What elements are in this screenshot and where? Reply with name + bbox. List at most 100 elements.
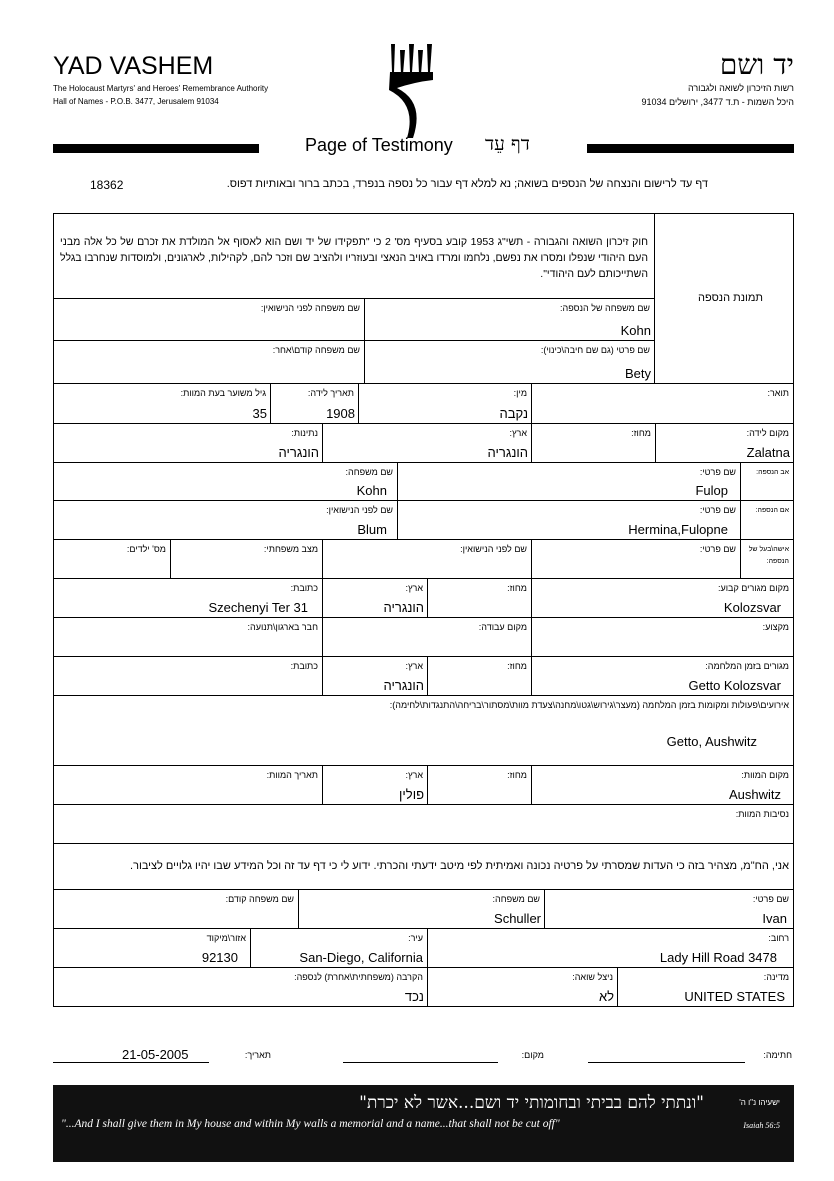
nationality-label: נתינות:: [291, 428, 318, 438]
holocaust-survivor-value: לא: [598, 989, 614, 1004]
wartime-country-value: הונגריה: [383, 678, 424, 693]
birth-place-value: Zalatna: [746, 445, 790, 460]
submitter-country-label: מדינה:: [763, 972, 789, 982]
workplace-field[interactable]: מקום עבודה:: [322, 617, 532, 657]
quote-ref-en: Isaiah 56:5: [743, 1121, 780, 1130]
birth-date-field[interactable]: תאריך לידה: 1908: [270, 383, 359, 424]
place-label: מקום:: [521, 1050, 544, 1060]
declaration-label: אני, הח"מ, מצהיר בזה כי העדות שמסרתי על …: [130, 860, 789, 872]
permanent-residence-label: מקום מגורים קבוע:: [717, 583, 789, 593]
org-address-he: היכל השמות - ת.ד 3477, ירושלים 91034: [641, 97, 794, 107]
spouse-label-field[interactable]: אישה\בעל של הנספה:: [740, 539, 794, 579]
residence-country-field[interactable]: ארץ: הונגריה: [322, 578, 428, 618]
death-country-field[interactable]: ארץ: פולין: [322, 765, 428, 805]
father-last-name-field[interactable]: שם משפחה: Kohn: [53, 462, 398, 501]
wartime-country-field[interactable]: ארץ: הונגריה: [322, 656, 428, 696]
children-count-label: מס' ילדים:: [126, 544, 166, 554]
relationship-to-victim-label: הקרבה (משפחתית\אחרת) לנספה:: [294, 972, 423, 982]
mother-maiden-name-label: שם לפני הנישואין:: [326, 505, 393, 515]
age-at-death-field[interactable]: גיל משוער בעת המוות: 35: [53, 383, 271, 424]
wartime-residence-field[interactable]: מגורים בזמן המלחמה: Getto Kolozsvar: [531, 656, 794, 696]
birth-country-label: ארץ:: [509, 428, 528, 438]
permanent-residence-field[interactable]: מקום מגורים קבוע: Kolozsvar: [531, 578, 794, 618]
nationality-field[interactable]: נתינות: הונגריה: [53, 423, 323, 463]
header-rule-left: [53, 144, 259, 153]
children-count-field[interactable]: מס' ילדים:: [53, 539, 171, 579]
marital-status-label: מצב משפחתי:: [263, 544, 318, 554]
submitter-last-name-field[interactable]: שם משפחה: Schuller: [298, 889, 545, 929]
instructions: דף עד לרישום והנצחה של הנספים בשואה; נא …: [226, 178, 708, 190]
submitter-street-value: Lady Hill Road 3478: [659, 950, 777, 965]
place-line[interactable]: [343, 1062, 498, 1063]
residence-country-value: הונגריה: [383, 600, 424, 615]
birth-place-field[interactable]: מקום לידה: Zalatna: [655, 423, 794, 463]
gender-field[interactable]: מין: נקבה: [358, 383, 532, 424]
gender-value: נקבה: [499, 406, 528, 421]
spouse-maiden-name-field[interactable]: שם לפני הנישואין:: [322, 539, 532, 579]
submitter-city-label: עיר:: [408, 933, 423, 943]
date-line[interactable]: [53, 1062, 209, 1063]
death-country-value: פולין: [399, 787, 424, 802]
spouse-first-name-label: שם פרטי:: [699, 544, 736, 554]
birth-district-label: מחוז:: [631, 428, 651, 438]
death-circumstances-field[interactable]: נסיבות המוות:: [53, 804, 794, 844]
title-field[interactable]: תואר:: [531, 383, 794, 424]
gender-label: מין:: [513, 388, 527, 398]
relationship-to-victim-value: נכד: [404, 989, 424, 1004]
residence-address-field[interactable]: כתובת: Szechenyi Ter 31: [53, 578, 323, 618]
mother-maiden-name-field[interactable]: שם לפני הנישואין: Blum: [53, 500, 398, 540]
mother-label-field[interactable]: אם הנספה:: [740, 500, 794, 540]
organization-member-field[interactable]: חבר בארגון\תנועה:: [53, 617, 323, 657]
previous-last-name-field[interactable]: שם משפחה קודם\אחר:: [53, 340, 365, 384]
submitter-city-field[interactable]: עיר: San-Diego, California: [250, 928, 428, 968]
submitter-zip-field[interactable]: אזור\מיקוד 92130: [53, 928, 251, 968]
death-date-field[interactable]: תאריך המוות:: [53, 765, 323, 805]
mother-first-name-label: שם פרטי:: [699, 505, 736, 515]
wartime-residence-value: Getto Kolozsvar: [688, 678, 782, 693]
wartime-events-field[interactable]: אירועים\פעולות ומקומות בזמן המלחמה (מעצר…: [53, 695, 794, 766]
spouse-first-name-field[interactable]: שם פרטי:: [531, 539, 741, 579]
relationship-to-victim-field[interactable]: הקרבה (משפחתית\אחרת) לנספה: נכד: [53, 967, 428, 1007]
declaration-field[interactable]: אני, הח"מ, מצהיר בזה כי העדות שמסרתי על …: [53, 843, 794, 890]
wartime-country-label: ארץ:: [405, 661, 424, 671]
photo-box[interactable]: תמונת הנספה: [654, 213, 794, 384]
victim-first-name-field[interactable]: שם פרטי (גם שם חיבה\כינוי): Bety: [364, 340, 655, 384]
submitter-country-field[interactable]: מדינה: UNITED STATES: [617, 967, 794, 1007]
maiden-name-field[interactable]: שם משפחה לפני הנישואין:: [53, 298, 365, 341]
submitter-country-value: UNITED STATES: [684, 989, 785, 1004]
submitter-previous-name-field[interactable]: שם משפחה קודם:: [53, 889, 299, 929]
birth-country-field[interactable]: ארץ: הונגריה: [322, 423, 532, 463]
submitter-first-name-label: שם פרטי:: [752, 894, 789, 904]
wartime-address-field[interactable]: כתובת:: [53, 656, 323, 696]
signature-line[interactable]: [588, 1062, 745, 1063]
org-name-en: YAD VASHEM: [53, 52, 214, 80]
birth-district-field[interactable]: מחוז:: [531, 423, 656, 463]
wartime-address-label: כתובת:: [290, 661, 318, 671]
death-country-label: ארץ:: [405, 770, 424, 780]
marital-status-field[interactable]: מצב משפחתי:: [170, 539, 323, 579]
mother-first-name-field[interactable]: שם פרטי: Hermina,Fulopne: [397, 500, 741, 540]
birth-country-value: הונגריה: [487, 445, 528, 460]
spouse-label-label: אישה\בעל של הנספה:: [748, 546, 789, 565]
nationality-value: הונגריה: [278, 445, 319, 460]
death-district-field[interactable]: מחוז:: [427, 765, 532, 805]
date-label: תאריך:: [244, 1050, 271, 1060]
death-district-label: מחוז:: [507, 770, 527, 780]
permanent-residence-value: Kolozsvar: [723, 600, 781, 615]
submitter-street-field[interactable]: רחוב: Lady Hill Road 3478: [427, 928, 794, 968]
death-place-field[interactable]: מקום המוות: Aushwitz: [531, 765, 794, 805]
residence-district-field[interactable]: מחוז:: [427, 578, 532, 618]
birth-date-label: תאריך לידה:: [307, 388, 354, 398]
law-text: חוק זיכרון השואה והגבורה - תשי"ג 1953 קו…: [60, 236, 648, 280]
submitter-first-name-field[interactable]: שם פרטי: Ivan: [544, 889, 794, 929]
residence-address-label: כתובת:: [290, 583, 318, 593]
submitter-city-value: San-Diego, California: [299, 950, 423, 965]
death-circumstances-label: נסיבות המוות:: [735, 809, 789, 819]
father-first-name-field[interactable]: שם פרטי: Fulop: [397, 462, 741, 501]
wartime-district-field[interactable]: מחוז:: [427, 656, 532, 696]
victim-last-name-field[interactable]: שם משפחה של הנספה: Kohn: [364, 298, 655, 341]
profession-field[interactable]: מקצוע:: [531, 617, 794, 657]
holocaust-survivor-field[interactable]: ניצל שואה: לא: [427, 967, 618, 1007]
father-first-name-label: שם פרטי:: [699, 467, 736, 477]
